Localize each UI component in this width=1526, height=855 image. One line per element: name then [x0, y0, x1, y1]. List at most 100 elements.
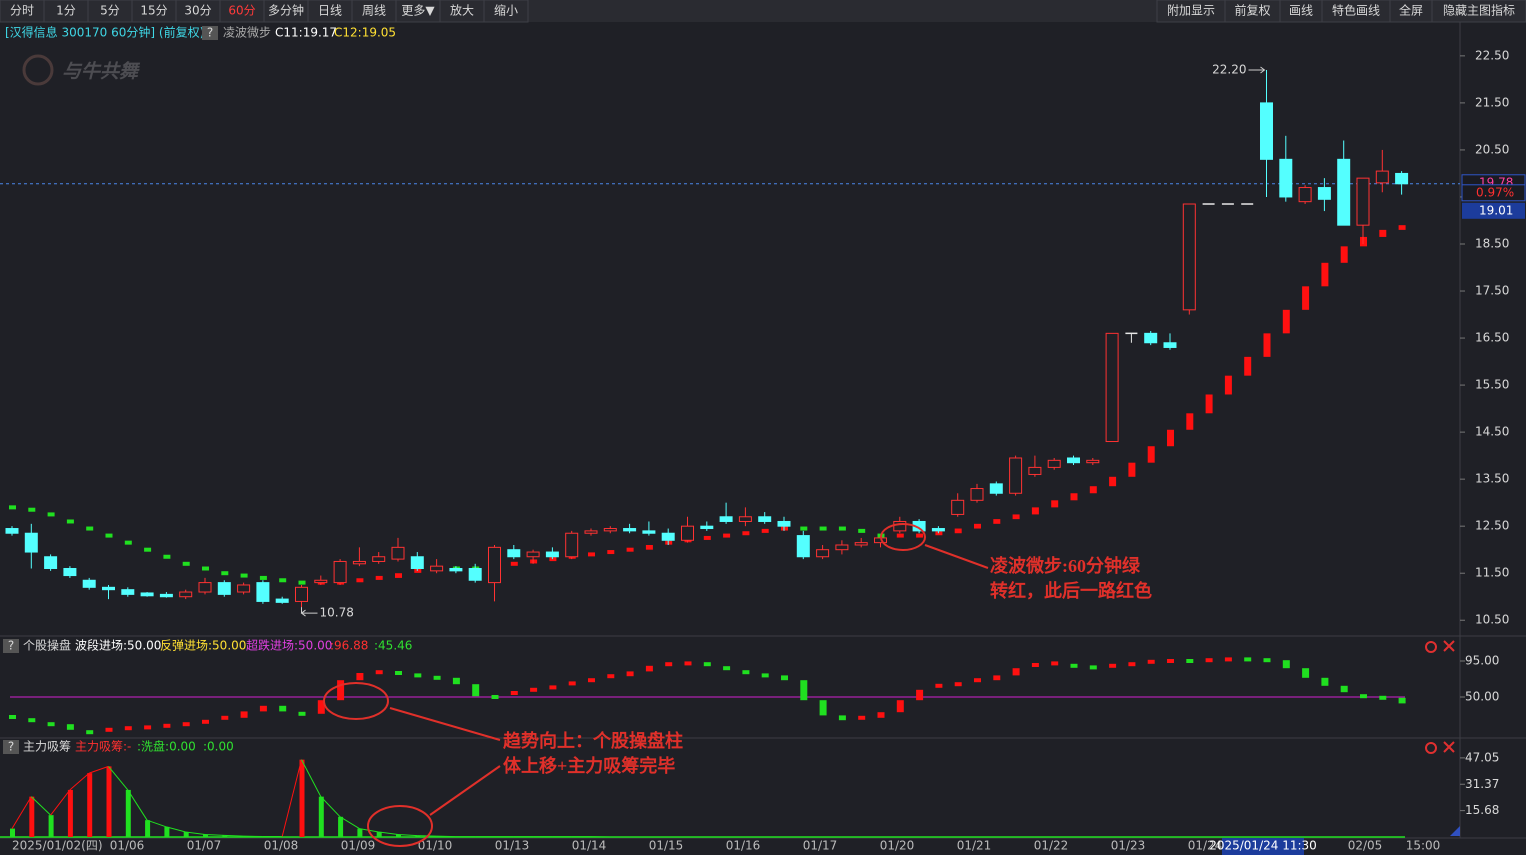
help[interactable]: ?	[8, 639, 14, 653]
toolbar-label[interactable]: 画线	[1289, 4, 1313, 18]
accumulation-bar	[396, 834, 401, 837]
toolbar-label[interactable]: 前复权	[1234, 3, 1270, 18]
settings-icon[interactable]	[1425, 742, 1437, 754]
accumulation-line	[108, 766, 129, 791]
toolbar-label[interactable]: 特色画线	[1332, 3, 1380, 18]
candle-body	[1317, 187, 1331, 200]
trend-bar	[626, 671, 634, 677]
accumulation-bar	[145, 820, 151, 837]
candle-body	[237, 584, 251, 593]
toolbar-label[interactable]: 更多▼	[401, 4, 435, 18]
candle-body	[82, 579, 96, 588]
trend-bar	[684, 661, 692, 666]
candle-body	[159, 593, 173, 598]
accumulation-bar	[222, 835, 228, 837]
accumulation-line	[127, 789, 148, 821]
signal-dot	[1031, 507, 1039, 515]
indicator-name: 凌波微步	[223, 26, 271, 40]
signal-dot	[182, 561, 190, 566]
trend-bar	[86, 730, 94, 735]
settings-icon[interactable]	[1425, 641, 1437, 653]
signal-dot	[202, 566, 209, 571]
toolbar-label[interactable]: 15分	[140, 4, 167, 18]
candle-body	[545, 551, 559, 558]
accumulation-bar	[48, 815, 54, 837]
help-box[interactable]	[3, 740, 19, 754]
help[interactable]: ?	[207, 26, 213, 40]
close-icon[interactable]	[1443, 741, 1455, 753]
accumulation-line	[89, 765, 109, 774]
close-icon[interactable]	[1443, 640, 1455, 652]
toolbar-label[interactable]: 放大	[450, 3, 474, 18]
trend-bar	[124, 726, 132, 731]
accumulation-bar	[164, 826, 170, 837]
candle-body	[700, 525, 714, 530]
accumulation-line	[69, 772, 90, 791]
trend-bar	[9, 715, 16, 719]
panel-label: :洗盘:0.00	[137, 739, 196, 754]
annotation-ellipse	[880, 523, 926, 551]
panel-icons[interactable]	[1425, 640, 1455, 754]
y-tick-label: 12.50	[1475, 519, 1509, 533]
toolbar-label[interactable]: 多分钟	[268, 3, 304, 18]
trend-bar	[1186, 659, 1194, 663]
toolbar-label[interactable]: 缩小	[494, 3, 518, 18]
accumulation-bar	[87, 773, 93, 837]
accumulation-line	[281, 759, 302, 837]
trend-bar	[472, 684, 480, 697]
trend-bar	[240, 711, 248, 718]
panel-label: :0.00	[203, 740, 234, 754]
panel-label: :96.88	[330, 639, 368, 653]
help[interactable]: ?	[8, 740, 14, 754]
toolbar-label[interactable]: 日线	[318, 4, 342, 18]
toolbar-label[interactable]: 30分	[184, 4, 211, 18]
candle-body	[1028, 466, 1042, 475]
toolbar-label[interactable]: 隐藏主图指标	[1443, 3, 1515, 18]
trend-bar	[858, 715, 866, 720]
candle-body	[140, 592, 154, 597]
trend-bar	[28, 718, 36, 723]
toolbar-label[interactable]: 全屏	[1399, 3, 1423, 18]
trend-bar	[568, 681, 576, 686]
y-tick-label: 11.50	[1475, 566, 1509, 580]
candle-body	[1086, 459, 1100, 464]
signal-dot	[1070, 493, 1078, 501]
toolbar-label[interactable]: 周线	[362, 4, 386, 18]
accumulation-bar	[125, 789, 131, 837]
signal-dot	[1051, 500, 1059, 508]
date-label: 15:00	[1406, 839, 1441, 853]
trend-bar	[1128, 662, 1136, 667]
accumulation-line	[397, 833, 418, 837]
candle-body	[102, 586, 115, 591]
candle-body	[1009, 457, 1023, 494]
help-box[interactable]	[202, 26, 218, 40]
annotation-line	[389, 707, 501, 741]
candle-body	[295, 586, 308, 602]
toolbar-label[interactable]: 5分	[100, 4, 120, 18]
help-box[interactable]	[3, 639, 19, 653]
trend-bar	[1398, 697, 1406, 704]
candle-body	[661, 532, 675, 541]
date-label: 02/05	[1348, 839, 1383, 853]
accumulation-line	[224, 834, 244, 837]
accumulation-bar	[67, 789, 73, 837]
toolbar-button[interactable]	[483, 0, 529, 23]
toolbar-label[interactable]: 附加显示	[1167, 4, 1215, 18]
trend-bar	[510, 691, 518, 695]
date-label: 01/06	[110, 839, 145, 853]
signal-dot	[240, 573, 248, 578]
signal-dot	[723, 533, 731, 538]
trend-bar	[105, 727, 113, 732]
candle-body	[1298, 187, 1312, 203]
toolbar-label[interactable]: 60分	[228, 4, 255, 18]
candle-body	[835, 544, 849, 551]
accumulation-bar	[203, 834, 208, 837]
toolbar-label[interactable]: 分时	[10, 4, 34, 18]
candle-body	[1279, 158, 1293, 198]
marker-arrow	[1248, 66, 1266, 74]
accumulation-line	[301, 759, 322, 797]
toolbar-button[interactable]	[1431, 0, 1526, 23]
toolbar-label[interactable]: 1分	[56, 4, 76, 18]
trend-bar	[1379, 695, 1387, 700]
date-label: 01/20	[880, 839, 915, 853]
